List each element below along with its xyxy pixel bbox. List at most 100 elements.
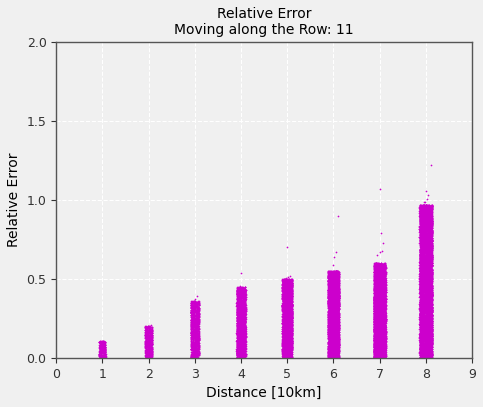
Point: [287, 318, 295, 324]
Point: [422, 265, 430, 272]
Point: [418, 340, 426, 346]
Point: [425, 260, 433, 267]
Point: [423, 206, 430, 212]
Point: [332, 268, 340, 275]
Point: [427, 247, 435, 253]
Point: [375, 324, 383, 330]
Point: [334, 315, 341, 321]
Point: [416, 276, 424, 283]
Point: [428, 302, 436, 309]
Point: [370, 324, 378, 330]
Point: [238, 318, 246, 324]
Point: [286, 336, 294, 343]
Point: [188, 333, 196, 339]
Point: [288, 324, 296, 331]
Point: [235, 354, 243, 361]
Point: [417, 349, 425, 356]
Point: [237, 269, 245, 276]
Point: [282, 354, 289, 360]
Point: [286, 325, 294, 331]
Point: [235, 318, 243, 324]
Point: [419, 337, 426, 343]
Point: [191, 353, 199, 359]
Point: [378, 296, 385, 302]
Point: [284, 324, 292, 330]
Point: [380, 342, 388, 348]
Point: [380, 269, 388, 275]
Point: [423, 211, 431, 218]
Point: [426, 279, 434, 286]
Point: [284, 322, 292, 328]
Point: [427, 240, 435, 247]
Point: [426, 335, 434, 341]
Point: [422, 346, 430, 352]
Point: [239, 324, 247, 330]
Point: [371, 351, 379, 358]
Point: [376, 336, 384, 342]
Point: [419, 324, 426, 330]
Point: [288, 327, 296, 333]
Point: [375, 346, 383, 352]
Point: [417, 275, 425, 282]
Point: [148, 326, 156, 333]
Point: [234, 330, 242, 337]
Point: [331, 348, 339, 354]
Point: [329, 315, 337, 321]
Point: [417, 268, 425, 275]
Point: [147, 335, 155, 342]
Point: [145, 354, 153, 360]
Point: [380, 307, 387, 314]
Point: [371, 316, 379, 322]
Point: [382, 346, 389, 352]
Point: [233, 300, 241, 307]
Point: [380, 317, 387, 323]
Point: [97, 340, 104, 346]
Point: [423, 304, 430, 311]
Point: [427, 284, 435, 291]
Point: [376, 302, 384, 308]
Point: [424, 219, 431, 225]
Point: [379, 268, 386, 275]
Point: [417, 248, 425, 254]
Point: [378, 306, 385, 313]
Point: [420, 282, 428, 289]
Point: [333, 283, 341, 289]
Point: [325, 271, 333, 277]
Point: [425, 328, 433, 335]
Point: [374, 325, 382, 331]
Point: [425, 343, 432, 349]
Point: [330, 326, 338, 333]
Point: [283, 328, 290, 335]
Point: [377, 276, 384, 283]
Point: [327, 344, 335, 351]
Point: [375, 280, 383, 287]
Point: [377, 298, 385, 304]
Point: [424, 328, 431, 335]
Point: [280, 279, 288, 286]
Point: [283, 310, 291, 316]
Point: [282, 286, 289, 293]
Point: [424, 337, 432, 344]
Point: [422, 343, 430, 350]
Point: [372, 278, 380, 284]
Point: [425, 269, 433, 276]
Point: [379, 298, 387, 304]
Point: [335, 325, 342, 332]
Point: [425, 317, 433, 324]
Point: [330, 315, 338, 321]
Point: [235, 287, 243, 294]
Point: [330, 271, 338, 277]
Point: [371, 324, 379, 331]
Point: [418, 208, 426, 215]
Point: [325, 291, 333, 298]
Point: [381, 347, 388, 354]
Point: [427, 266, 435, 272]
Point: [280, 313, 287, 319]
Point: [371, 348, 379, 355]
Point: [328, 317, 336, 323]
Point: [417, 278, 425, 284]
Point: [191, 340, 199, 347]
Point: [417, 310, 425, 316]
Point: [148, 327, 156, 334]
Point: [424, 307, 431, 314]
